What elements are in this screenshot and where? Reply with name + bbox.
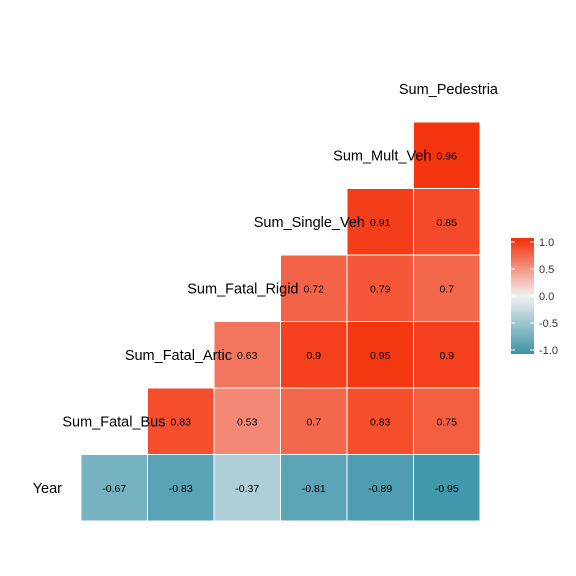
heatmap-cell [413,254,481,322]
heatmap-cell [280,254,348,322]
cell-value-label: 0.7 [439,283,454,295]
heatmap-cell [413,454,481,522]
legend-colorbar [511,238,534,354]
heatmap-cell [346,454,414,522]
cell-value-label: 0.63 [237,350,258,362]
heatmap-cell [413,121,481,189]
heatmap-cell [213,387,281,455]
cell-value-label: -0.37 [235,483,259,495]
cell-value-label: -0.95 [435,483,459,495]
cell-value-label: 0.91 [370,217,391,229]
heatmap-cell [147,387,215,455]
cell-value-label: 0.79 [370,283,391,295]
legend-tick-label: -0.5 [539,318,558,330]
cell-value-label: -0.89 [368,483,392,495]
variable-label: Sum_Single_Veh [254,215,365,231]
heatmap-cell [346,188,414,256]
cell-value-label: 0.96 [437,150,458,162]
cell-value-label: 0.85 [437,217,458,229]
heatmap-cell [80,454,148,522]
cells-layer: -0.67 -0.83 -0.37 -0.81 -0.89 -0.95 0.83 0.53 0.… [80,121,481,522]
cell-value-label: 0.75 [437,416,458,428]
heatmap-cell [213,321,281,389]
cell-value-label: -0.83 [169,483,193,495]
heatmap-cell [413,188,481,256]
heatmap-cell [346,254,414,322]
cell-value-label: 0.83 [171,416,192,428]
cell-value-label: -0.81 [302,483,326,495]
legend-tick-label: 0.0 [539,291,554,303]
variable-label: Sum_Mult_Veh [333,148,431,164]
legend-tick-label: -1.0 [539,345,558,357]
cell-value-label: 0.83 [370,416,391,428]
heatmap-cell [280,321,348,389]
heatmap-cell [147,454,215,522]
variable-label: Sum_Pedestria [399,82,499,98]
heatmap-cell [413,387,481,455]
cell-value-label: 0.7 [306,416,321,428]
heatmap-cell [346,387,414,455]
cell-value-label: 0.53 [237,416,258,428]
legend-tick-label: 0.5 [539,264,554,276]
variable-label: Year [33,481,62,497]
cell-value-label: 0.9 [439,350,454,362]
legend-tick-label: 1.0 [539,237,554,249]
legend: 1.0 0.5 0.0 -0.5 -1.0 [511,237,558,357]
heatmap-cell [280,454,348,522]
variable-label: Sum_Fatal_Artic [125,348,232,364]
heatmap-cell [413,321,481,389]
variable-label: Sum_Fatal_Bus [62,414,165,430]
cell-value-label: -0.67 [102,483,126,495]
variable-labels-layer: Sum_Pedestria Sum_Mult_Veh Sum_Single_Veh S… [33,82,499,497]
cell-value-label: 0.95 [370,350,391,362]
cell-value-label: 0.72 [304,283,325,295]
variable-label: Sum_Fatal_Rigid [187,281,298,297]
heatmap-cell [280,387,348,455]
cell-value-label: 0.9 [306,350,321,362]
